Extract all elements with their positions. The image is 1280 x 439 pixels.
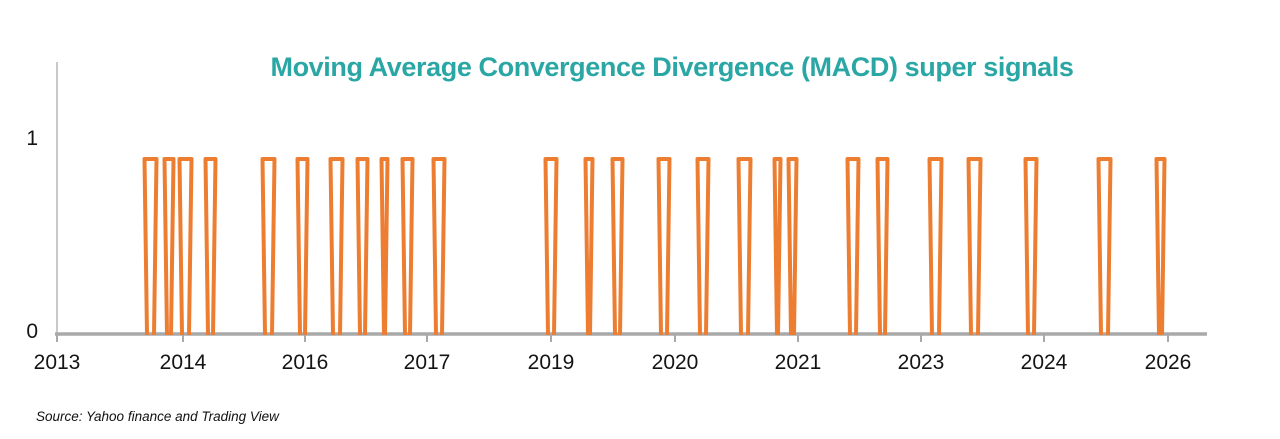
signal-pulse	[695, 157, 711, 336]
signal-pulse	[295, 157, 310, 336]
signal-pulse	[927, 157, 944, 336]
x-axis-label-2023: 2023	[897, 351, 945, 374]
signal-pulse	[845, 157, 861, 336]
signal-pulse	[355, 157, 370, 336]
signal-pulse	[203, 157, 218, 336]
x-axis-label-2017: 2017	[403, 351, 451, 374]
x-axis-label-2020: 2020	[651, 351, 699, 374]
x-axis-label-2014: 2014	[159, 351, 207, 374]
signal-pulse	[142, 157, 159, 336]
signal-pulse	[736, 157, 753, 336]
signal-pulse	[328, 157, 345, 336]
signal-pulse	[379, 157, 390, 336]
x-axis-label-2013: 2013	[33, 351, 81, 374]
signal-pulse	[583, 157, 595, 336]
x-axis-label-2019: 2019	[527, 351, 575, 374]
signal-pulse	[966, 157, 983, 336]
x-axis-label-2016: 2016	[281, 351, 329, 374]
chart-title: Moving Average Convergence Divergence (M…	[270, 52, 1074, 82]
x-axis-label-2026: 2026	[1144, 351, 1192, 374]
signal-pulse	[260, 157, 277, 336]
signal-pulse	[610, 157, 625, 336]
signal-pulse	[162, 157, 176, 336]
x-axis-label-2021: 2021	[774, 351, 822, 374]
signal-pulse	[400, 157, 415, 336]
y-axis-tick-label-0: 0	[26, 320, 38, 343]
source-note: Source: Yahoo finance and Trading View	[36, 409, 279, 424]
signal-pulse	[786, 157, 799, 336]
signal-pulse	[543, 157, 559, 336]
signal-pulse	[1154, 157, 1167, 336]
signal-pulse	[772, 157, 783, 336]
signal-pulse	[431, 157, 447, 336]
signal-pulse	[1096, 157, 1113, 336]
x-axis-label-2024: 2024	[1020, 351, 1068, 374]
y-axis-tick-label-1: 1	[26, 127, 38, 150]
signal-pulse	[1023, 157, 1039, 336]
signal-pulse	[875, 157, 890, 336]
signal-pulse	[177, 157, 194, 336]
signal-pulse	[656, 157, 672, 336]
